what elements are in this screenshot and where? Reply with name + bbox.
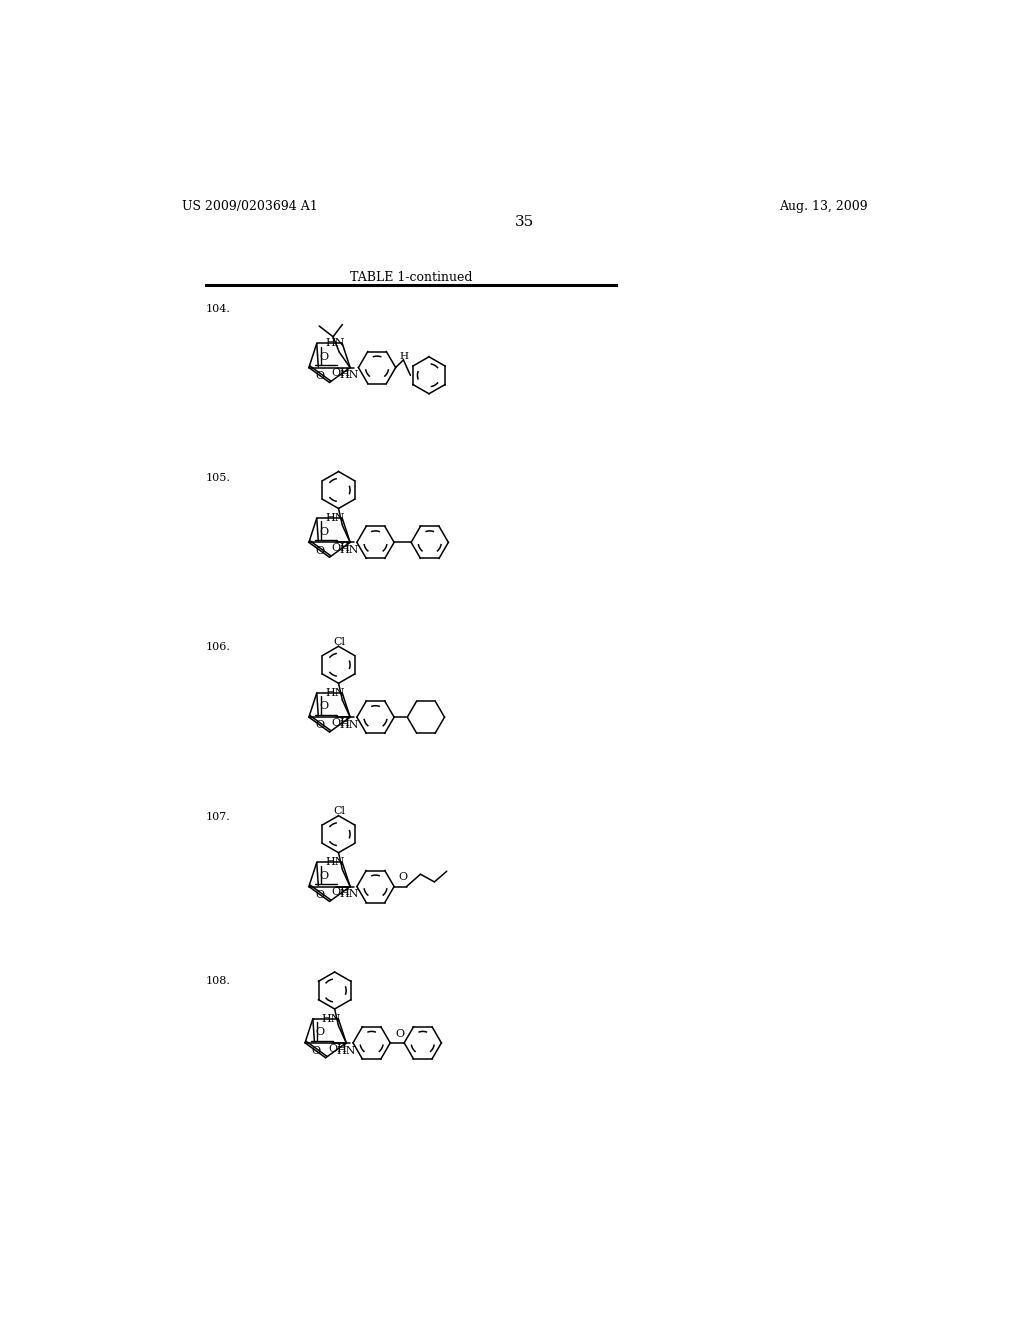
- Text: HN: HN: [340, 719, 359, 730]
- Text: O: O: [315, 1027, 325, 1038]
- Text: O: O: [319, 352, 329, 362]
- Text: 108.: 108.: [206, 975, 230, 986]
- Text: O: O: [319, 527, 329, 537]
- Text: OH: OH: [328, 1044, 347, 1053]
- Text: 105.: 105.: [206, 473, 230, 483]
- Text: HN: HN: [326, 858, 345, 867]
- Text: OH: OH: [332, 718, 350, 727]
- Text: HN: HN: [340, 371, 359, 380]
- Text: O: O: [319, 871, 329, 880]
- Text: O: O: [315, 371, 325, 380]
- Text: O: O: [315, 721, 325, 730]
- Text: TABLE 1-continued: TABLE 1-continued: [349, 271, 472, 284]
- Text: 106.: 106.: [206, 643, 230, 652]
- Text: HN: HN: [326, 688, 345, 698]
- Text: HN: HN: [326, 513, 345, 523]
- Text: Cl: Cl: [334, 807, 346, 816]
- Text: HN: HN: [340, 890, 359, 899]
- Text: OH: OH: [332, 887, 350, 898]
- Text: OH: OH: [332, 368, 350, 379]
- Text: HN: HN: [322, 1014, 341, 1024]
- Text: O: O: [311, 1045, 321, 1056]
- Text: 35: 35: [515, 215, 535, 228]
- Text: O: O: [319, 701, 329, 711]
- Text: US 2009/0203694 A1: US 2009/0203694 A1: [182, 199, 318, 213]
- Text: O: O: [315, 890, 325, 900]
- Text: Cl: Cl: [334, 636, 346, 647]
- Text: 107.: 107.: [206, 812, 230, 822]
- Text: O: O: [398, 873, 408, 882]
- Text: OH: OH: [332, 543, 350, 553]
- Text: 104.: 104.: [206, 304, 230, 314]
- Text: HN: HN: [326, 338, 345, 348]
- Text: HN: HN: [340, 545, 359, 556]
- Text: HN: HN: [336, 1045, 355, 1056]
- Text: O: O: [395, 1028, 404, 1039]
- Text: Aug. 13, 2009: Aug. 13, 2009: [779, 199, 868, 213]
- Text: O: O: [315, 545, 325, 556]
- Text: H: H: [399, 352, 409, 362]
